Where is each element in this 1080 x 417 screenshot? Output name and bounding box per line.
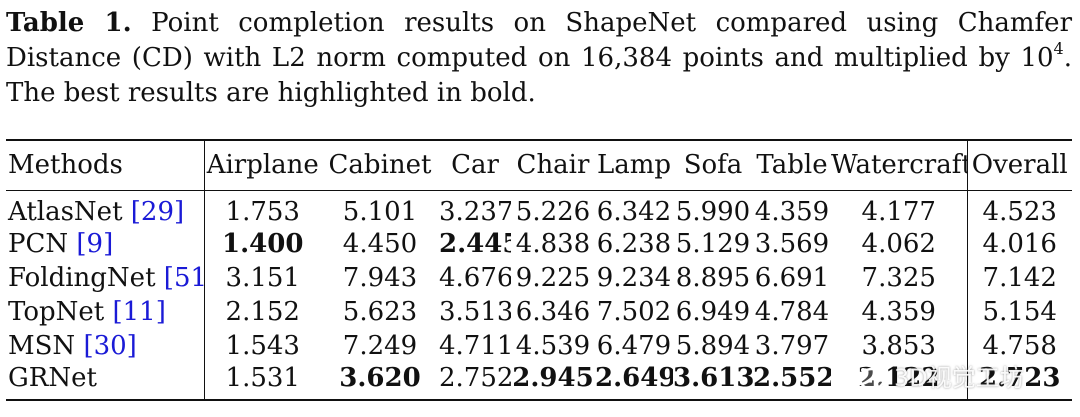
citation-link[interactable]: [51] — [163, 262, 204, 293]
value-cell: 5.129 — [675, 228, 751, 259]
value-cell: 2.445 — [439, 228, 511, 259]
method-cell: GRNet — [6, 362, 205, 401]
value-cell: 2.649 — [595, 362, 673, 401]
value-cell: 7.943 — [342, 262, 418, 293]
value-cell: 5.990 — [675, 196, 751, 227]
value-cell: 3.569 — [754, 228, 830, 259]
value-cell: 4.838 — [515, 228, 591, 259]
caption-superscript: 4 — [1053, 39, 1064, 58]
value-cell: 3.513 — [439, 296, 511, 327]
value-cell: 6.949 — [675, 296, 751, 327]
watermark: 3D视觉工坊 — [842, 357, 1024, 393]
value-cell: 3.853 — [831, 328, 968, 363]
method-name: FoldingNet — [8, 262, 164, 293]
value-cell: 3.797 — [754, 330, 830, 361]
value-cell: 1.753 — [225, 196, 300, 227]
method-cell: FoldingNet [51] — [6, 260, 205, 295]
value-cell: 3.620 — [321, 362, 439, 401]
citation-link[interactable]: [29] — [130, 196, 185, 227]
value-cell: 8.895 — [675, 262, 751, 293]
header-cell: Cabinet — [321, 139, 439, 191]
method-name: TopNet — [8, 296, 113, 327]
value-cell: 2.152 — [225, 296, 300, 327]
value-cell: 7.325 — [831, 260, 968, 295]
value-cell: 3.151 — [225, 262, 300, 293]
table-row: MSN [30] 1.543 7.249 4.711 4.539 6.479 5.894 3.… — [6, 328, 1072, 363]
method-cell: MSN [30] — [6, 328, 205, 363]
header-cell: Airplane — [204, 139, 321, 191]
header-cell: Table — [753, 139, 831, 191]
value-cell: 4.676 — [439, 262, 511, 293]
header-cell: Lamp — [595, 139, 673, 191]
header-cell: Sofa — [673, 139, 753, 191]
value-cell: 6.691 — [754, 262, 830, 293]
value-cell: 1.531 — [204, 362, 321, 401]
method-name: MSN — [8, 330, 84, 361]
value-cell: 2.752 — [439, 362, 511, 401]
method-cell: TopNet [11] — [6, 294, 205, 329]
header-cell: Car — [439, 139, 511, 191]
value-cell: 5.894 — [675, 330, 751, 361]
value-cell: 2.552 — [753, 362, 831, 401]
citation-link[interactable]: [11] — [112, 296, 166, 327]
value-cell: 9.234 — [596, 262, 672, 293]
value-cell: 4.016 — [982, 228, 1057, 259]
value-cell: 4.711 — [439, 330, 511, 361]
table-row: FoldingNet [51] 3.151 7.943 4.6769.2259.234… — [6, 260, 1072, 295]
header-cell: Overall — [967, 139, 1072, 191]
table-row: PCN [9] 1.400 4.450 2.4454.8386.2385.1293.5… — [6, 226, 1072, 261]
value-cell: 1.400 — [222, 228, 304, 259]
value-cell: 5.154 — [982, 296, 1057, 327]
method-name: AtlasNet — [8, 196, 131, 227]
method-cell: AtlasNet [29] — [6, 190, 205, 227]
value-cell: 7.249 — [342, 330, 418, 361]
header-cell: Chair — [511, 139, 595, 191]
value-cell: 6.238 — [596, 228, 672, 259]
results-table-container: Methods Airplane Cabinet Car Chair Lamp … — [6, 139, 1072, 401]
caption-text: Point completion results on ShapeNet com… — [6, 8, 1072, 73]
value-cell: 5.226 — [515, 196, 591, 227]
results-table: Methods Airplane Cabinet Car Chair Lamp … — [6, 139, 1072, 401]
value-cell: 4.450 — [342, 228, 418, 259]
value-cell: 2.945 — [511, 362, 595, 401]
citation-link[interactable]: [30] — [83, 330, 137, 361]
value-cell: 6.346 — [515, 296, 591, 327]
table-row: TopNet [11] 2.152 5.623 3.513 6.346 7.502 6.94… — [6, 294, 1072, 329]
value-cell: 5.101 — [342, 196, 418, 227]
method-cell: PCN [9] — [6, 226, 205, 261]
watermark-text: 3D视觉工坊 — [894, 363, 1024, 392]
value-cell: 5.623 — [342, 296, 418, 327]
value-cell: 7.502 — [596, 296, 672, 327]
value-cell: 2.723 — [967, 362, 1072, 401]
value-cell: 4.523 — [982, 196, 1057, 227]
table-body: AtlasNet [29] 1.753 5.101 3.237 5.226 6.342 5.… — [6, 190, 1072, 401]
citation-link[interactable]: [9] — [76, 228, 114, 259]
value-cell: 7.142 — [982, 262, 1057, 293]
value-cell: 4.539 — [515, 330, 591, 361]
caption-label: Table 1. — [6, 8, 132, 38]
value-cell: 4.784 — [754, 296, 830, 327]
header-cell: Methods — [6, 139, 205, 191]
value-cell: 6.342 — [596, 196, 672, 227]
wechat-icon — [842, 358, 886, 391]
value-cell: 1.543 — [225, 330, 300, 361]
value-cell: 3.237 — [439, 196, 511, 227]
value-cell: 4.062 — [831, 226, 968, 261]
table-header-row: Methods Airplane Cabinet Car Chair Lamp … — [6, 139, 1072, 191]
value-cell: 3.613 — [673, 362, 753, 401]
table-caption: Table 1. Point completion results on Sha… — [6, 6, 1072, 111]
value-cell: 4.177 — [831, 190, 968, 227]
value-cell: 9.225 — [515, 262, 591, 293]
header-cell: Watercraft — [831, 139, 968, 191]
value-cell: 4.359 — [831, 294, 968, 329]
table-row: AtlasNet [29] 1.753 5.101 3.237 5.226 6.342 5.… — [6, 190, 1072, 227]
method-name: PCN — [8, 228, 77, 259]
value-cell: 6.479 — [596, 330, 672, 361]
value-cell: 4.359 — [754, 196, 830, 227]
caption-text-end: . The best results are highlighted in bo… — [6, 43, 1072, 108]
value-cell: 4.758 — [982, 330, 1057, 361]
method-name: GRNet — [8, 362, 97, 393]
table-row: GRNet 1.531 3.620 2.752 2.945 2.649 3.613 2.552… — [6, 362, 1072, 401]
